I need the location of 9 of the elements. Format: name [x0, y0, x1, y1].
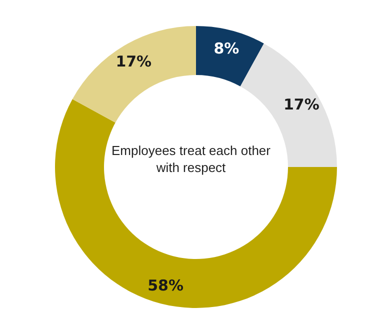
data-label: 17%: [283, 96, 320, 114]
donut-slice: [240, 43, 337, 167]
data-label: 8%: [214, 39, 240, 58]
donut-slice: [55, 99, 337, 308]
data-label: 58%: [148, 276, 184, 295]
data-label: 17%: [116, 52, 152, 71]
donut-slice: [72, 26, 196, 123]
donut-slice: [196, 26, 264, 86]
text: Employees treat each other with respect: [111, 142, 271, 176]
